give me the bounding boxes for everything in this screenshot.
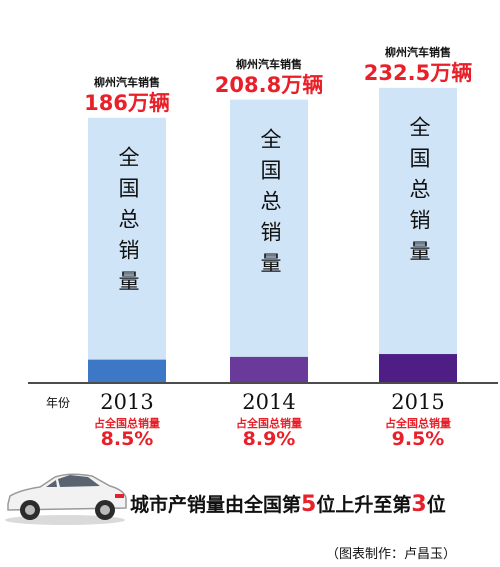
top-label-2014: 柳州汽车销售 xyxy=(236,57,302,71)
caption-part4: 第 xyxy=(392,494,412,516)
value-label-2013: 186万辆 xyxy=(84,90,170,115)
bar-liuzhou-2013 xyxy=(88,359,166,382)
caption-part2: 全国第 xyxy=(244,494,302,516)
share-value-2013: 8.5% xyxy=(100,428,154,450)
share-value-2014: 8.9% xyxy=(242,428,296,450)
chart-credit: （图表制作：卢昌玉） xyxy=(325,547,456,562)
x-axis-label: 年份 xyxy=(46,396,71,410)
share-label-2013: 占全国总销量 xyxy=(94,417,160,430)
caption-part1: 城市产销量由 xyxy=(130,494,245,516)
x-tick-2015: 2015 xyxy=(391,390,445,414)
in-bar-label-2014: 全国总销量 xyxy=(258,127,282,283)
x-tick-2013: 2013 xyxy=(100,390,154,414)
share-value-2015: 9.5% xyxy=(391,428,445,450)
bar-liuzhou-2014 xyxy=(230,356,308,382)
share-label-2015: 占全国总销量 xyxy=(385,417,451,430)
bar-liuzhou-2015 xyxy=(379,354,457,382)
caption-part5: 位 xyxy=(426,494,446,516)
bar-total-2014 xyxy=(230,99,308,382)
in-bar-label-2015: 全国总销量 xyxy=(407,115,431,271)
caption: 城市产销量由全国第5位上升至第3位 xyxy=(130,490,446,517)
bar-total-2013 xyxy=(88,117,166,382)
car-icon xyxy=(5,473,127,525)
in-bar-label-2013: 全国总销量 xyxy=(116,145,140,301)
value-label-2014: 208.8万辆 xyxy=(214,72,324,97)
top-label-2013: 柳州汽车销售 xyxy=(94,75,160,89)
share-label-2014: 占全国总销量 xyxy=(236,417,302,430)
top-label-2015: 柳州汽车销售 xyxy=(385,45,451,59)
x-tick-2014: 2014 xyxy=(242,390,296,414)
caption-from-rank: 5 xyxy=(301,492,317,517)
value-label-2015: 232.5万辆 xyxy=(363,60,473,85)
bar-total-2015 xyxy=(379,87,457,382)
caption-to-rank: 3 xyxy=(411,492,427,517)
caption-part3: 位上升至 xyxy=(316,494,393,516)
